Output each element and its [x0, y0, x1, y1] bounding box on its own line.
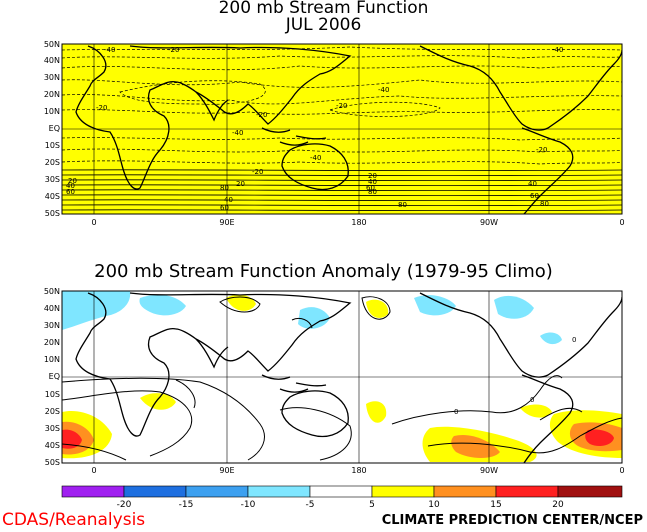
contour-label: 20	[68, 177, 77, 185]
contour-label: 60	[66, 188, 75, 196]
lat-label: 20N	[43, 338, 60, 347]
top-map	[62, 44, 622, 214]
lon-label: 90E	[219, 466, 235, 475]
legend-colorbar	[61, 485, 623, 498]
lat-label: 20N	[43, 90, 60, 99]
legend-label: -20	[116, 500, 132, 510]
lon-label: 0	[91, 466, 97, 475]
lon-label: 90E	[219, 218, 235, 227]
legend-swatch	[433, 485, 497, 498]
legend-label: 5	[369, 500, 375, 510]
legend-swatch	[247, 485, 311, 498]
contour-label: -40	[552, 46, 563, 54]
lon-label: 90W	[479, 466, 499, 475]
contour-label: 20	[368, 172, 377, 180]
lat-label: 50N	[43, 287, 60, 296]
contour-label: 0	[530, 396, 534, 404]
lat-label: EQ	[48, 372, 60, 381]
contour-label: 40	[66, 182, 75, 190]
lon-label: 90W	[479, 218, 499, 227]
legend-swatch	[185, 485, 249, 498]
credit-agency: CLIMATE PREDICTION CENTER/NCEP	[381, 513, 643, 528]
bottom-map-frame	[61, 290, 623, 464]
legend-label: -15	[178, 500, 194, 510]
lat-label: 50N	[43, 40, 60, 49]
lon-label: 180	[351, 466, 367, 475]
top-map-coastlines	[75, 45, 622, 214]
top-map-title: 200 mb Stream Function	[218, 0, 429, 18]
bottom-map-title: 200 mb Stream Function Anomaly (1979-95 …	[94, 261, 553, 282]
legend-label: 20	[552, 500, 564, 510]
contour-label: 60	[530, 192, 539, 200]
contour-label: 40	[528, 180, 537, 188]
credit-source: CDAS/Reanalysis	[2, 510, 146, 530]
contour-label: 80	[540, 200, 549, 208]
lat-label: 20S	[44, 158, 60, 167]
lat-label: 30S	[44, 175, 60, 184]
top-map-south-dashed	[62, 137, 622, 165]
bottom-map-contours	[62, 296, 622, 461]
lat-label: 10N	[43, 107, 60, 116]
lat-label: 40N	[43, 56, 60, 65]
contour-label: 60	[220, 204, 229, 212]
lon-label: 0	[619, 218, 625, 227]
contour-label: -20	[96, 104, 107, 112]
bottom-map	[62, 291, 622, 463]
lat-label: 40S	[44, 192, 60, 201]
contour-label: 80	[368, 188, 377, 196]
bottom-map-contour-labels: 0 0 0	[454, 336, 576, 416]
lat-label: 30N	[43, 73, 60, 82]
contour-label: 40	[224, 196, 233, 204]
top-map-frame	[61, 43, 623, 215]
lat-label: 10N	[43, 355, 60, 364]
lat-label: 10S	[44, 390, 60, 399]
legend-label: 15	[490, 500, 502, 510]
lon-label: 0	[619, 466, 625, 475]
bottom-map-coastlines	[75, 292, 622, 463]
contour-label: 0	[572, 336, 576, 344]
legend-swatch	[557, 485, 623, 498]
contour-label: -40	[232, 129, 243, 137]
top-map-contour-labels: -40 -20 -20 -40 -20 -40 -40 -20 -20 -40 …	[66, 46, 563, 212]
lat-label: 20S	[44, 407, 60, 416]
lat-label: 50S	[44, 458, 60, 467]
contour-label: -20	[168, 46, 179, 54]
lat-label: 10S	[44, 141, 60, 150]
lat-label: 40N	[43, 304, 60, 313]
contour-label: 80	[398, 201, 407, 209]
legend-swatch	[495, 485, 559, 498]
contour-label: 40	[368, 178, 377, 186]
bottom-map-negative-shading	[62, 291, 562, 345]
legend-swatch	[371, 485, 435, 498]
lat-label: EQ	[48, 124, 60, 133]
contour-label: -40	[378, 86, 389, 94]
contour-label: 0	[454, 408, 458, 416]
contour-label: -40	[104, 46, 115, 54]
top-map-negative-contours	[62, 46, 622, 117]
lon-label: 0	[91, 218, 97, 227]
top-map-date: JUL 2006	[285, 15, 362, 35]
contour-label: -20	[336, 102, 347, 110]
legend-swatch	[309, 485, 373, 498]
lat-label: 30N	[43, 321, 60, 330]
lon-label: 180	[351, 218, 367, 227]
contour-label: -20	[252, 168, 263, 176]
legend-swatch	[61, 485, 125, 498]
legend-label: -10	[240, 500, 256, 510]
lat-label: 40S	[44, 441, 60, 450]
contour-label: 20	[236, 180, 245, 188]
lat-label: 50S	[44, 209, 60, 218]
contour-label: -40	[310, 154, 321, 162]
contour-label: -20	[256, 111, 267, 119]
legend-swatch	[123, 485, 187, 498]
legend-label: 10	[428, 500, 440, 510]
legend-label: -5	[305, 500, 315, 510]
lat-label: 30S	[44, 424, 60, 433]
contour-label: 80	[220, 184, 229, 192]
contour-label: -20	[536, 146, 547, 154]
contour-label: 60	[366, 184, 375, 192]
